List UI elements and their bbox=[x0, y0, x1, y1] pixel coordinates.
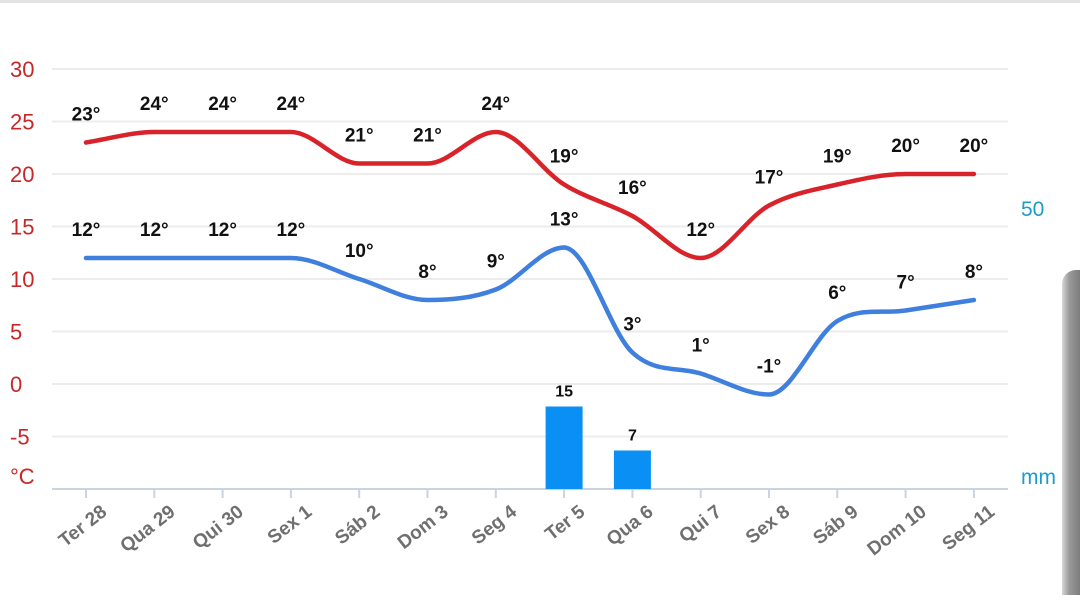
max-temperature-label: 16° bbox=[618, 178, 647, 199]
y-tick-label: 30 bbox=[10, 57, 34, 82]
y-tick-label: 5 bbox=[10, 320, 22, 345]
min-temperature-label: 10° bbox=[345, 241, 374, 262]
max-temperature-label: 23° bbox=[72, 105, 101, 126]
precip-value-label: 7 bbox=[628, 428, 637, 445]
min-temperature-label: 9° bbox=[487, 252, 505, 273]
min-temperature-label: 7° bbox=[897, 273, 915, 294]
y-right-axis-unit: mm bbox=[1021, 466, 1056, 489]
min-temperature-line bbox=[83, 245, 977, 397]
max-temperature-label: 24° bbox=[481, 94, 510, 115]
scrollbar-edge bbox=[1062, 270, 1080, 595]
precip-bar bbox=[613, 450, 651, 489]
y-tick-label: 10 bbox=[10, 267, 34, 292]
y-tick-label: 20 bbox=[10, 162, 34, 187]
y-tick-label: 25 bbox=[10, 110, 34, 135]
x-tick-label: Seg 4 bbox=[468, 501, 521, 549]
min-temperature-label: 13° bbox=[550, 210, 579, 231]
max-temperature-label: 20° bbox=[891, 136, 920, 157]
y-tick-label: 15 bbox=[10, 215, 34, 240]
max-temperature-label: 21° bbox=[345, 126, 374, 147]
y-tick-label: -5 bbox=[10, 425, 30, 450]
min-temperature-label: 12° bbox=[208, 220, 237, 241]
precip-bar bbox=[545, 406, 583, 489]
max-temperature-label: 12° bbox=[686, 220, 715, 241]
min-temperature-label: -1° bbox=[757, 357, 782, 378]
min-temperature-label: 12° bbox=[72, 220, 101, 241]
min-temperature-label: 3° bbox=[623, 315, 641, 336]
top-divider bbox=[0, 0, 1080, 3]
x-tick-label: Qui 30 bbox=[189, 501, 248, 553]
x-tick-label: Sáb 2 bbox=[331, 501, 384, 549]
max-temperature-label: 21° bbox=[413, 126, 442, 147]
y-right-tick-label: 50 bbox=[1021, 198, 1044, 221]
x-tick-label: Qua 6 bbox=[603, 501, 658, 550]
x-tick-label: Qua 29 bbox=[117, 501, 180, 557]
min-temperature-label: 8° bbox=[965, 262, 983, 283]
precip-value-label: 15 bbox=[555, 384, 573, 401]
x-tick-label: Sáb 9 bbox=[809, 501, 862, 549]
y-axis-unit: °C bbox=[10, 464, 35, 489]
max-temperature-line bbox=[83, 129, 977, 261]
max-temperature-label: 19° bbox=[550, 147, 579, 168]
min-temperature-label: 8° bbox=[418, 262, 436, 283]
max-temperature-label: 17° bbox=[755, 168, 784, 189]
max-temperature-label: 24° bbox=[208, 94, 237, 115]
min-temperature-label: 12° bbox=[140, 220, 169, 241]
x-tick-label: Sex 8 bbox=[742, 501, 794, 548]
max-temperature-label: 24° bbox=[277, 94, 306, 115]
x-tick-label: Ter 5 bbox=[542, 501, 590, 545]
x-tick-label: Ter 28 bbox=[55, 501, 111, 551]
min-temperature-label: 6° bbox=[828, 283, 846, 304]
x-tick-label: Dom 10 bbox=[864, 501, 931, 560]
x-tick-label: Qui 7 bbox=[675, 501, 725, 547]
y-tick-label: 0 bbox=[10, 372, 22, 397]
min-temperature-label: 12° bbox=[277, 220, 306, 241]
max-temperature-label: 20° bbox=[960, 136, 989, 157]
max-temperature-label: 24° bbox=[140, 94, 169, 115]
x-tick-label: Seg 11 bbox=[939, 501, 1000, 555]
x-tick-label: Dom 3 bbox=[394, 501, 453, 553]
min-temperature-label: 1° bbox=[692, 336, 710, 357]
max-temperature-label: 19° bbox=[823, 147, 852, 168]
x-tick-label: Sex 1 bbox=[264, 501, 316, 548]
